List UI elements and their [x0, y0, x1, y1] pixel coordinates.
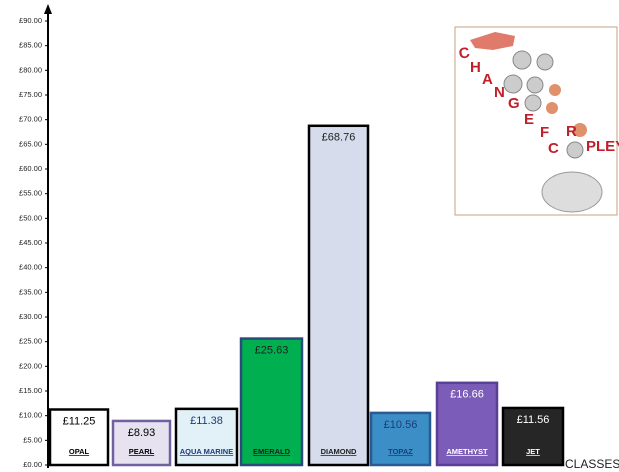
category-label: JET — [526, 447, 540, 456]
logo-coin — [566, 141, 584, 159]
logo-coin — [526, 76, 544, 94]
y-tick-label: £75.00 — [19, 90, 42, 99]
category-label: PEARL — [129, 447, 155, 456]
value-label: £11.38 — [190, 415, 223, 427]
y-axis-arrow — [44, 4, 52, 14]
y-tick-label: £10.00 — [19, 411, 42, 420]
logo-letter: PLEY — [586, 138, 619, 155]
category-label: DIAMOND — [321, 447, 357, 456]
category-label: AMETHYST — [446, 447, 488, 456]
y-tick-label: £40.00 — [19, 263, 42, 272]
logo-letter: H — [470, 59, 481, 76]
y-tick-label: £55.00 — [19, 189, 42, 198]
bar — [174, 407, 239, 467]
bar — [369, 411, 432, 467]
y-tick-label: £90.00 — [19, 16, 42, 25]
logo-coin — [546, 102, 558, 114]
value-label: £68.76 — [322, 132, 356, 144]
category-label: OPAL — [69, 447, 90, 456]
y-tick-label: £30.00 — [19, 312, 42, 321]
y-tick-label: £15.00 — [19, 386, 42, 395]
logo-letter: R — [566, 123, 577, 140]
y-tick-label: £60.00 — [19, 164, 42, 173]
y-tick-label: £80.00 — [19, 65, 42, 74]
value-label: £8.93 — [128, 427, 156, 439]
bar — [48, 408, 110, 467]
value-label: £11.25 — [63, 415, 96, 427]
logo-hand — [470, 32, 515, 50]
logo-coin — [512, 50, 532, 70]
logo-letter: A — [482, 71, 493, 88]
bar — [501, 406, 565, 467]
category-label: AQUA MARINE — [180, 447, 233, 456]
logo-letter: G — [508, 95, 520, 112]
logo-coin — [503, 74, 523, 94]
y-tick-label: £65.00 — [19, 139, 42, 148]
logo-coin — [524, 94, 542, 112]
logo-letter: F — [540, 124, 549, 141]
logo-letter: C — [548, 140, 559, 157]
y-tick-label: £25.00 — [19, 337, 42, 346]
y-tick-label: £50.00 — [19, 213, 42, 222]
logo-jar — [541, 171, 603, 213]
y-tick-label: £0.00 — [23, 460, 42, 469]
logo-coin — [573, 123, 587, 137]
y-tick-label: £20.00 — [19, 361, 42, 370]
x-axis-label: CLASSES — [565, 457, 619, 471]
y-tick-label: £45.00 — [19, 238, 42, 247]
bar — [239, 337, 304, 467]
category-label: TOPAZ — [388, 447, 413, 456]
logo-letters: CHANGEFRCPLEY — [457, 44, 619, 157]
value-label: £16.66 — [450, 389, 484, 401]
logo-coin — [549, 84, 561, 96]
bar — [435, 381, 499, 467]
logo — [454, 26, 618, 216]
y-tick-label: £5.00 — [23, 435, 42, 444]
bar — [111, 419, 172, 467]
logo-letter: C — [457, 44, 471, 63]
logo-coin — [536, 53, 554, 71]
y-tick-label: £85.00 — [19, 41, 42, 50]
bar — [307, 124, 370, 467]
logo-letter: E — [524, 111, 534, 128]
category-label: EMERALD — [253, 447, 291, 456]
logo-letter: N — [494, 84, 505, 101]
y-tick-label: £35.00 — [19, 287, 42, 296]
value-label: £11.56 — [517, 414, 550, 426]
value-label: £10.56 — [384, 419, 418, 431]
y-tick-label: £70.00 — [19, 115, 42, 124]
value-label: £25.63 — [255, 344, 289, 356]
